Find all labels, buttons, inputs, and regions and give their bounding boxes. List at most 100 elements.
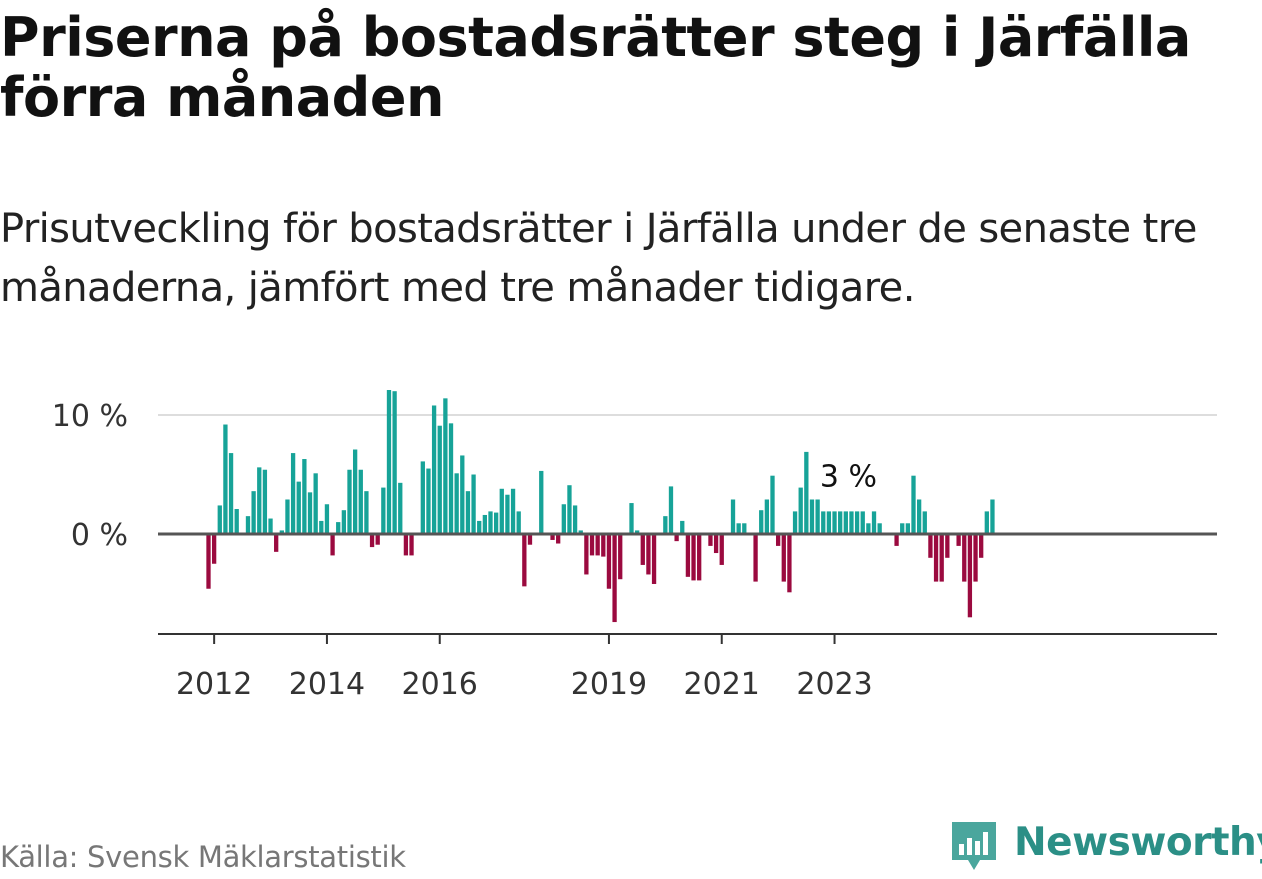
bar xyxy=(522,534,527,587)
bar xyxy=(685,534,691,577)
bar xyxy=(539,470,544,534)
bar xyxy=(663,516,668,534)
y-tick-label: 0 % xyxy=(71,518,128,553)
bar xyxy=(854,511,860,534)
bar xyxy=(364,491,369,534)
bar xyxy=(454,473,459,534)
bar xyxy=(443,398,448,534)
bar xyxy=(634,530,640,534)
bar xyxy=(697,534,702,581)
bar xyxy=(437,425,442,534)
x-tick-label: 2019 xyxy=(571,667,647,702)
bar xyxy=(719,534,724,565)
bar xyxy=(809,499,815,534)
bar xyxy=(618,534,623,580)
x-tick-label: 2021 xyxy=(684,667,760,702)
x-tick-label: 2016 xyxy=(402,667,478,702)
bar xyxy=(510,488,516,534)
bar xyxy=(945,534,950,558)
bar xyxy=(234,509,239,534)
x-tick-label: 2012 xyxy=(176,667,252,702)
bar xyxy=(572,505,578,534)
source-note: Källa: Svensk Mäklarstatistik xyxy=(0,840,406,874)
bar xyxy=(262,469,268,534)
bar xyxy=(274,534,279,552)
bar xyxy=(505,494,510,534)
bar xyxy=(375,534,380,545)
bar xyxy=(381,487,386,534)
bar xyxy=(556,534,561,544)
bar xyxy=(398,482,403,534)
bar xyxy=(804,451,809,534)
bar xyxy=(403,534,409,556)
bar xyxy=(307,492,313,534)
bar xyxy=(911,475,916,534)
bar xyxy=(302,459,307,534)
chart-subtitle: Prisutveckling för bostadsrätter i Järfä… xyxy=(0,206,1197,311)
bar xyxy=(290,453,296,534)
bar xyxy=(369,534,375,548)
bar xyxy=(775,534,781,546)
bar xyxy=(211,534,217,564)
x-tick-label: 2014 xyxy=(289,667,365,702)
bar xyxy=(668,486,674,534)
bar xyxy=(973,534,978,582)
bar xyxy=(245,516,251,534)
bar xyxy=(787,534,792,593)
bar xyxy=(482,514,488,534)
last-value-label: 3 % xyxy=(820,459,877,494)
bar xyxy=(922,511,927,534)
bar xyxy=(217,505,222,534)
bar xyxy=(493,512,499,534)
bar xyxy=(606,534,612,589)
bar xyxy=(392,391,397,534)
bar xyxy=(798,487,803,534)
bar xyxy=(465,491,471,534)
bar xyxy=(674,534,679,542)
bars-layer xyxy=(206,390,995,623)
bar xyxy=(567,485,572,534)
bar-chart: 0 % 10 % 2012 2014 2016 2019 2021 2023 3 % xyxy=(52,390,1217,702)
bar xyxy=(448,423,454,534)
bar xyxy=(730,499,736,534)
bar xyxy=(420,461,425,534)
bar xyxy=(595,534,600,556)
bar xyxy=(832,511,837,534)
newsworthy-logo[interactable]: Newsworthy xyxy=(948,816,1262,878)
bar xyxy=(578,530,583,534)
bar xyxy=(268,518,273,534)
bar xyxy=(877,523,882,534)
bar xyxy=(431,405,437,534)
newsworthy-logo-icon xyxy=(952,822,996,870)
bar xyxy=(933,534,939,582)
bar xyxy=(708,534,713,546)
bar xyxy=(330,534,335,556)
bar xyxy=(900,523,905,534)
bar xyxy=(499,488,504,534)
bar xyxy=(313,473,318,534)
bar xyxy=(550,534,555,540)
bar xyxy=(849,511,854,534)
bar xyxy=(640,534,645,565)
bar xyxy=(347,469,352,534)
bar xyxy=(764,499,770,534)
bar xyxy=(651,534,657,584)
bar xyxy=(680,520,685,534)
bar xyxy=(713,534,719,554)
bar xyxy=(792,511,798,534)
bar xyxy=(979,534,984,558)
bar xyxy=(826,511,832,534)
bar xyxy=(285,499,290,534)
bar xyxy=(781,534,786,582)
bar xyxy=(759,510,764,534)
bar xyxy=(257,467,262,534)
bar xyxy=(742,523,747,534)
bar xyxy=(228,453,234,534)
bar xyxy=(928,534,933,558)
bar xyxy=(860,511,865,534)
bar xyxy=(612,534,617,623)
bar xyxy=(341,510,347,534)
bar xyxy=(646,534,651,575)
bar xyxy=(866,523,871,534)
bar xyxy=(223,424,228,534)
